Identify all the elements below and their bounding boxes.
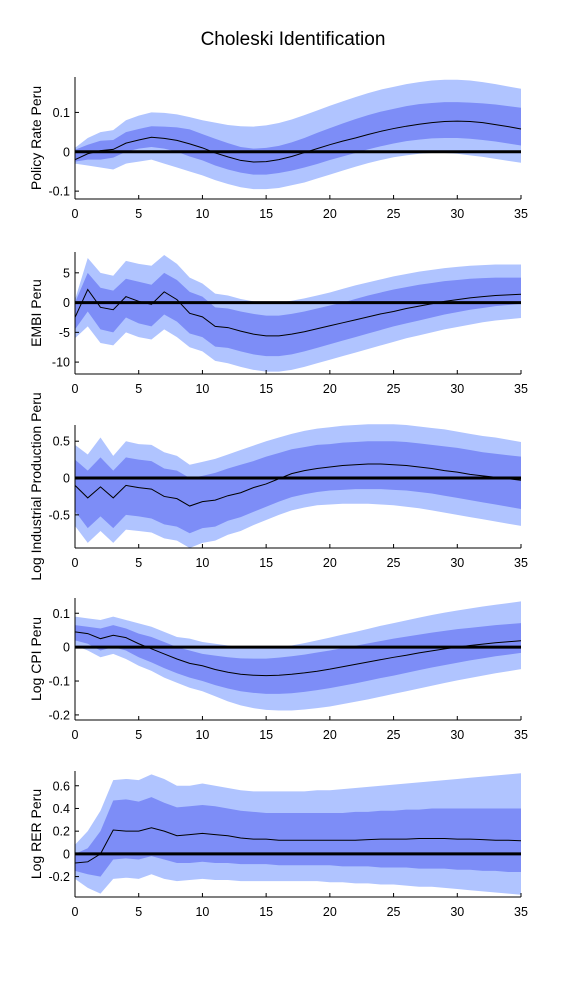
x-tick-label: 25 (387, 905, 401, 919)
panel-3: 0 5 10 15 20 25 30 35 0.5 0 -0.5 Log Industrial Pro… (28, 392, 528, 580)
x-tick-label: 20 (323, 556, 337, 570)
y-axis-label: Log RER Peru (28, 789, 44, 879)
response-line (74, 631, 522, 677)
y-axis-label: Log Industrial Production Peru (28, 392, 44, 580)
y-tick-label: 0.6 (53, 779, 70, 793)
x-tick-label: 20 (323, 382, 337, 396)
y-tick-label: -0.1 (48, 185, 70, 199)
x-tick-label: 25 (387, 556, 401, 570)
x-tick-label: 30 (450, 905, 464, 919)
y-tick-label: 0.1 (53, 607, 70, 621)
y-tick-label: 0 (63, 641, 70, 655)
x-tick-label: 10 (195, 905, 209, 919)
y-tick-label: 0 (63, 296, 70, 310)
y-tick-label: -0.2 (48, 870, 70, 884)
inner-band (75, 102, 521, 175)
y-tick-label: 0.4 (53, 802, 70, 816)
y-axis-label: Policy Rate Peru (28, 86, 44, 190)
response-line (74, 288, 522, 337)
y-tick-label: -0.5 (48, 508, 70, 522)
x-tick-label: 30 (450, 728, 464, 742)
x-tick-label: 5 (135, 382, 142, 396)
x-tick-label: 10 (195, 728, 209, 742)
x-tick-label: 30 (450, 556, 464, 570)
x-tick-label: 15 (259, 556, 273, 570)
x-tick-label: 30 (450, 382, 464, 396)
x-tick-label: 5 (135, 905, 142, 919)
y-tick-label: 0 (63, 847, 70, 861)
panel-2: 0 5 10 15 20 25 30 35 5 0 -5 -10 EMBI Peru (28, 252, 528, 396)
y-axis-label: Log CPI Peru (28, 617, 44, 701)
y-tick-label: 0.2 (53, 825, 70, 839)
x-tick-label: 35 (514, 556, 528, 570)
x-tick-label: 35 (514, 905, 528, 919)
y-tick-label: -0.2 (48, 708, 70, 722)
y-tick-label: -5 (59, 326, 70, 340)
x-tick-label: 25 (387, 728, 401, 742)
y-tick-label: 0 (63, 472, 70, 486)
y-tick-label: -10 (52, 356, 70, 370)
x-tick-label: 30 (450, 207, 464, 221)
panel-4: 0 5 10 15 20 25 30 35 0.1 0 -0.1 -0.2 Log CPI Peru (28, 598, 528, 742)
x-tick-label: 20 (323, 905, 337, 919)
y-axis-label: EMBI Peru (28, 279, 44, 347)
x-tick-label: 25 (387, 382, 401, 396)
response-line (74, 463, 522, 507)
x-tick-label: 35 (514, 207, 528, 221)
y-tick-label: 0.5 (53, 435, 70, 449)
y-tick-label: -0.1 (48, 675, 70, 689)
x-tick-label: 10 (195, 556, 209, 570)
y-tick-label: 5 (63, 266, 70, 280)
x-tick-label: 15 (259, 382, 273, 396)
inner-band (75, 272, 521, 357)
x-tick-label: 0 (72, 905, 79, 919)
panel-5: 0 5 10 15 20 25 30 35 0.6 0.4 0.2 0 -0.2 Log RER Peru (28, 771, 528, 919)
figure-title: Choleski Identification (201, 29, 386, 50)
x-tick-label: 35 (514, 728, 528, 742)
x-tick-label: 10 (195, 207, 209, 221)
x-tick-label: 15 (259, 207, 273, 221)
x-tick-label: 0 (72, 556, 79, 570)
x-tick-label: 5 (135, 556, 142, 570)
inner-band (75, 797, 521, 877)
x-tick-label: 20 (323, 728, 337, 742)
y-tick-label: 0 (63, 145, 70, 159)
x-tick-label: 25 (387, 207, 401, 221)
x-tick-label: 20 (323, 207, 337, 221)
x-tick-label: 15 (259, 728, 273, 742)
x-tick-label: 5 (135, 728, 142, 742)
x-tick-label: 0 (72, 382, 79, 396)
x-tick-label: 0 (72, 728, 79, 742)
inner-band (75, 623, 521, 694)
x-tick-label: 15 (259, 905, 273, 919)
y-tick-label: 0.1 (53, 106, 70, 120)
x-tick-label: 5 (135, 207, 142, 221)
inner-band (75, 441, 521, 534)
response-line (74, 120, 522, 163)
x-tick-label: 35 (514, 382, 528, 396)
response-line (74, 827, 522, 864)
x-tick-label: 10 (195, 382, 209, 396)
x-tick-label: 0 (72, 207, 79, 221)
